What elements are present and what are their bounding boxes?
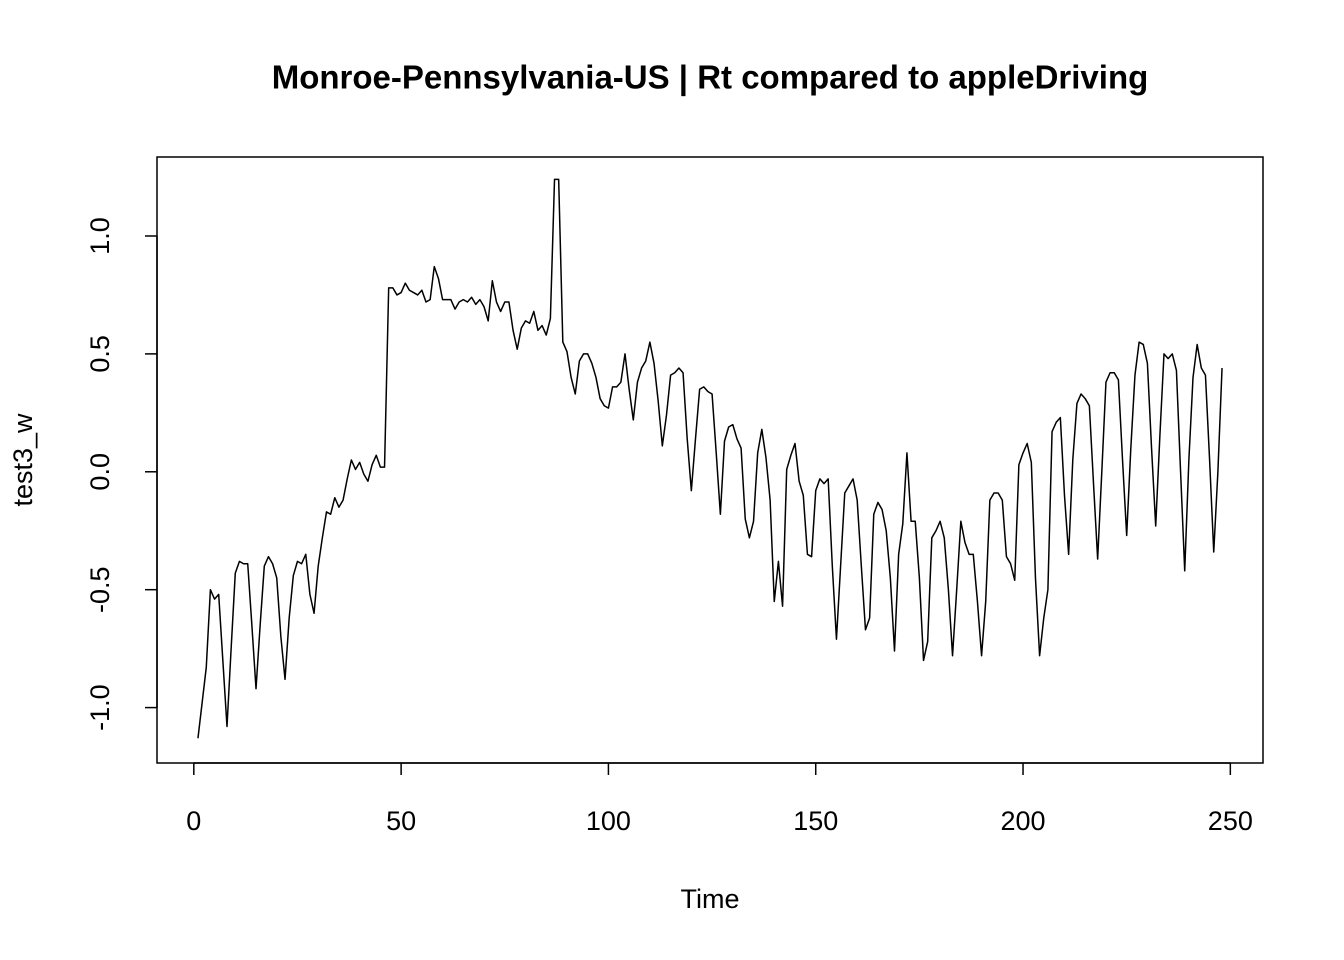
- series-line: [197, 178, 1223, 739]
- x-tick-label: 200: [1000, 806, 1045, 836]
- y-tick-label: 0.5: [85, 335, 115, 373]
- y-tick-label: -1.0: [85, 684, 115, 731]
- x-tick-label: 50: [386, 806, 416, 836]
- y-tick-label: -0.5: [85, 566, 115, 613]
- x-tick-label: 150: [793, 806, 838, 836]
- y-tick-label: 0.0: [85, 453, 115, 491]
- x-axis-label: Time: [681, 884, 740, 914]
- x-tick-label: 100: [586, 806, 631, 836]
- y-axis-label: test3_w: [8, 413, 38, 507]
- y-tick-label: 1.0: [85, 217, 115, 255]
- x-tick-label: 0: [186, 806, 201, 836]
- x-tick-label: 250: [1208, 806, 1253, 836]
- plot-frame: [156, 156, 1264, 764]
- chart-title: Monroe-Pennsylvania-US | Rt compared to …: [272, 59, 1149, 96]
